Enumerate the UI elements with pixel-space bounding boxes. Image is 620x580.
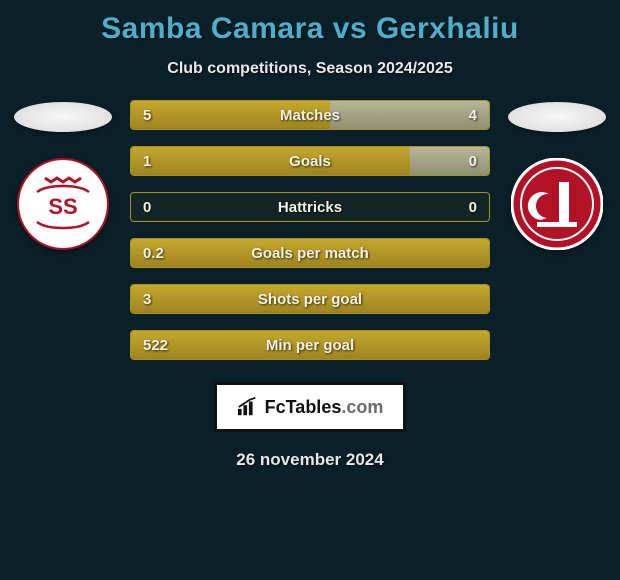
stat-bars: 5Matches41Goals00Hattricks00.2Goals per … (118, 100, 502, 376)
left-club-badge: SS (17, 158, 109, 250)
brand-watermark: FcTables.com (214, 382, 406, 432)
stat-row: 522Min per goal (130, 330, 490, 360)
right-player-avatar-placeholder (508, 102, 606, 132)
stat-label: Min per goal (131, 331, 489, 359)
brand-suffix: .com (341, 397, 383, 417)
stat-label: Goals (131, 147, 489, 175)
brand-name: FcTables (265, 397, 342, 417)
comparison-body: SS 5Matches41Goals00Hattricks00.2Goals p… (0, 100, 620, 376)
stat-row: 1Goals0 (130, 146, 490, 176)
stat-value-right: 0 (469, 147, 477, 175)
antalyaspor-badge-icon (511, 158, 603, 250)
stat-label: Goals per match (131, 239, 489, 267)
stat-row: 0.2Goals per match (130, 238, 490, 268)
stat-value-right: 0 (469, 193, 477, 221)
stat-label: Hattricks (131, 193, 489, 221)
right-player-column (502, 100, 612, 250)
comparison-subtitle: Club competitions, Season 2024/2025 (0, 60, 620, 78)
sivasspor-badge-icon: SS (17, 158, 109, 250)
stat-row: 0Hattricks0 (130, 192, 490, 222)
stat-value-right: 4 (469, 101, 477, 129)
stat-row: 3Shots per goal (130, 284, 490, 314)
right-club-badge (511, 158, 603, 250)
brand-text: FcTables.com (265, 397, 384, 418)
stat-row: 5Matches4 (130, 100, 490, 130)
left-player-avatar-placeholder (14, 102, 112, 132)
stat-label: Shots per goal (131, 285, 489, 313)
comparison-title: Samba Camara vs Gerxhaliu (0, 0, 620, 46)
comparison-date: 26 november 2024 (0, 450, 620, 470)
left-player-column: SS (8, 100, 118, 250)
fctables-logo-icon (237, 397, 259, 417)
svg-text:SS: SS (48, 194, 77, 219)
stat-label: Matches (131, 101, 489, 129)
